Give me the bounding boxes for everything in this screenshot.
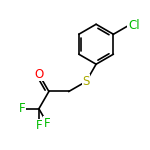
Text: F: F	[36, 119, 42, 132]
Text: O: O	[34, 68, 44, 81]
Text: Cl: Cl	[128, 19, 140, 32]
Text: F: F	[19, 102, 25, 115]
Text: F: F	[44, 117, 51, 130]
Text: S: S	[82, 75, 90, 88]
